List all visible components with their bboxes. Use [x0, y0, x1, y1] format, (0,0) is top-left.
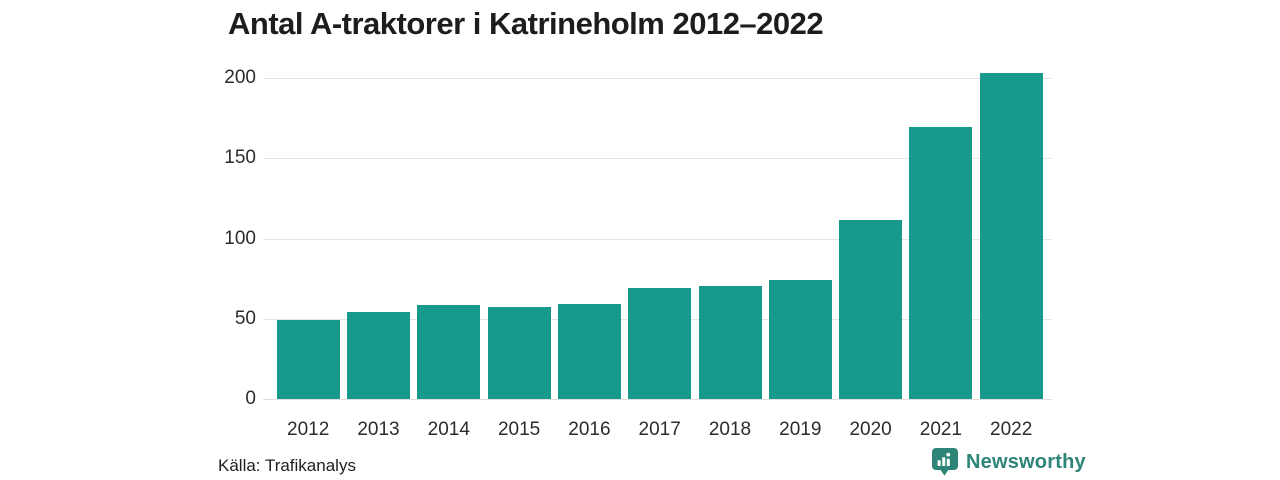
y-axis: 0 50 100 150 200	[0, 67, 256, 409]
x-tick-label-2019: 2019	[779, 419, 822, 440]
brand-name: Newsworthy	[966, 450, 1086, 473]
branding: Newsworthy	[932, 447, 1086, 477]
bar-2018	[698, 286, 762, 399]
grid-line-0	[263, 399, 1052, 400]
bar-2012	[276, 319, 340, 399]
y-tick-label-200: 200	[224, 67, 256, 88]
source-note: Källa: Trafikanalys	[218, 456, 356, 475]
y-tick-label-100: 100	[224, 227, 256, 249]
grid-line-200	[263, 78, 1052, 79]
x-tick-label-2016: 2016	[568, 419, 611, 440]
bar-2017	[628, 287, 692, 399]
bar-2020	[839, 220, 903, 399]
grid-line-100	[263, 238, 1052, 240]
x-tick-label-2021: 2021	[919, 419, 963, 440]
x-tick-label-2014: 2014	[427, 419, 470, 440]
bar-2019	[768, 279, 832, 399]
chart-title: Antal A-traktorer i Katrineholm 2012–202…	[228, 6, 824, 41]
bar-2021	[909, 127, 973, 399]
plot-area	[263, 72, 1052, 400]
x-axis: 2012 2013 2014 2015 2016 2017 2018 2019 2020 2021…	[263, 419, 1052, 447]
bar-2013	[347, 311, 410, 399]
x-tick-label-2017: 2017	[638, 419, 681, 440]
y-tick-label-0: 0	[245, 388, 256, 409]
y-tick-label-150: 150	[224, 147, 256, 169]
x-tick-label-2022: 2022	[990, 419, 1033, 440]
x-tick-label-2015: 2015	[497, 419, 541, 440]
bar-2015	[487, 306, 551, 399]
x-tick-label-2013: 2013	[357, 419, 400, 440]
grid-line-150	[263, 158, 1052, 160]
x-tick-label-2012: 2012	[287, 419, 330, 440]
x-tick-label-2018: 2018	[708, 419, 752, 440]
bar-2016	[557, 303, 621, 399]
bar-2014	[417, 305, 481, 399]
bar-2022	[979, 72, 1043, 399]
y-tick-label-50: 50	[234, 307, 256, 329]
newsworthy-logo-icon	[932, 447, 958, 476]
x-tick-label-2020: 2020	[849, 419, 892, 440]
